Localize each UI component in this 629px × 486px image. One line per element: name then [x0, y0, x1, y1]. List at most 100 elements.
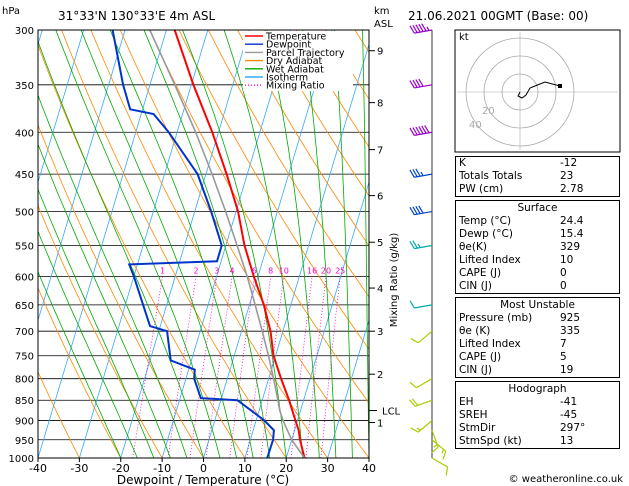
- wind-barb: [409, 378, 433, 389]
- wind-barb: [409, 125, 433, 136]
- datetime-label: 21.06.2021 00GMT (Base: 00): [408, 9, 588, 23]
- dry-adiabat--10: [38, 204, 163, 458]
- isotherm-10: [244, 42, 369, 458]
- wind-barb-flag: [412, 127, 418, 136]
- temperature-tick-label: -20: [112, 462, 130, 475]
- mixing-ratio-label: 8: [268, 266, 273, 275]
- wind-barbs: [409, 23, 449, 476]
- wind-barb: [409, 398, 433, 407]
- mixing-ratio-line-8: [246, 276, 272, 458]
- km-tick-label: 1: [377, 419, 383, 430]
- pressure-tick-label: 650: [15, 301, 34, 312]
- profile-lines: [111, 30, 306, 458]
- wind-barb-flag: [409, 300, 415, 309]
- most-unstable-row: Pressure (mb) 925: [459, 312, 581, 324]
- pressure-tick-label: 500: [15, 208, 34, 219]
- legend-label: Wet Adiabat: [266, 64, 324, 75]
- mixing-ratio-line-2: [167, 276, 197, 458]
- wet-adiabat-0: [38, 40, 204, 458]
- series-temperature: [173, 30, 306, 458]
- hpa-label: hPa: [2, 6, 20, 17]
- hodograph-unit: kt: [459, 32, 469, 43]
- wet-adiabat-lines: [38, 30, 369, 458]
- surface-row: CIN (J) 0: [459, 280, 567, 292]
- mixing-ratio-label: 20: [321, 266, 331, 275]
- mixing-ratio-label: 25: [335, 266, 345, 275]
- pressure-tick-label: 550: [15, 241, 34, 252]
- wind-barb-flag: [409, 80, 415, 89]
- isotherm-30: [327, 318, 369, 458]
- dry-adiabat-0: [38, 123, 204, 458]
- most-unstable-box: Most Unstable Pressure (mb) 925 θe (K) 335…: [455, 297, 620, 378]
- asl-label: ASL: [374, 19, 393, 30]
- pressure-tick-label: 400: [15, 128, 34, 139]
- temperature-tick-label: 10: [238, 462, 252, 475]
- wind-barb: [409, 205, 433, 216]
- isotherm--40: [38, 30, 167, 458]
- wind-barb-flag: [418, 23, 424, 32]
- wind-barb: [410, 420, 433, 433]
- mixing-ratio-line-6: [229, 276, 255, 458]
- wind-barb: [409, 78, 433, 89]
- mixing-ratio-axis-title: Mixing Ratio (g/kg): [389, 233, 400, 328]
- km-tick-label: 2: [377, 370, 383, 381]
- hodograph-trace: [517, 81, 561, 99]
- mixing-ratio-label: 1: [160, 266, 165, 275]
- mixing-ratio-line-1: [132, 276, 163, 458]
- wet-adiabat--8: [38, 143, 171, 458]
- pressure-tick-label: 700: [15, 327, 34, 338]
- pressure-tick-label: 750: [15, 352, 34, 363]
- index-row: Totals Totals 23: [459, 170, 574, 182]
- dry-adiabat-10: [38, 44, 246, 458]
- km-tick-label: 7: [377, 146, 383, 157]
- wind-barb-flag: [410, 338, 419, 344]
- hodograph-row: StmSpd (kt) 13: [459, 435, 574, 447]
- wind-barb: [409, 23, 433, 34]
- wet-adiabat-8: [80, 30, 237, 458]
- wind-barb-half: [417, 243, 421, 248]
- hodograph-table-box: Hodograph EH -41 SREH -45 StmDir 297° StmSp…: [455, 381, 620, 449]
- wind-barb-flag: [410, 427, 419, 433]
- dry-adiabat-90: [266, 30, 369, 197]
- hodograph-row: StmDir 297°: [459, 422, 586, 434]
- wet-adiabat-24: [223, 30, 304, 458]
- wind-barb-flag: [421, 23, 427, 32]
- dry-adiabat-20: [61, 30, 287, 458]
- pressure-tick-label: 600: [15, 272, 34, 283]
- legend-label: Parcel Trajectory: [266, 48, 345, 59]
- pressure-tick-label: 850: [15, 396, 34, 407]
- wind-barb-flag: [415, 79, 421, 88]
- height-axis: 1 2 3 4 5 6 7 8 9 LCL: [369, 47, 401, 430]
- wind-barb-staff: [417, 330, 433, 344]
- wind-barb: [431, 439, 447, 460]
- wind-barb-flag: [445, 466, 449, 476]
- surface-row: Temp (°C) 24.4: [459, 215, 584, 227]
- wind-barb-flag: [412, 206, 418, 215]
- wet-adiabat-32: [301, 30, 337, 458]
- wind-barb-flag: [418, 126, 424, 135]
- wind-barb: [431, 457, 449, 476]
- wind-barb-staff: [416, 378, 433, 389]
- wind-barb-staff: [431, 439, 447, 452]
- copyright: © weatheronline.co.uk: [509, 474, 624, 485]
- wind-barb-flag: [442, 451, 447, 460]
- km-tick-label: 6: [377, 192, 383, 203]
- indices-box: K -12 Totals Totals 23 PW (cm) 2.78: [455, 156, 620, 197]
- pressure-tick-label: 1000: [9, 454, 34, 465]
- dry-adiabat--20: [38, 287, 122, 458]
- wind-barb-flag: [415, 206, 421, 214]
- legend-label: Dewpoint: [266, 40, 311, 51]
- wind-barb-flag: [415, 126, 421, 135]
- mixing-ratio-line-4: [205, 276, 233, 458]
- mixing-ratio-label: 6: [252, 266, 257, 275]
- wind-barb-flag: [409, 25, 415, 34]
- wind-barb-staff: [414, 304, 433, 309]
- wind-barb-half: [426, 26, 430, 31]
- pressure-tick-label: 800: [15, 375, 34, 386]
- wet-adiabat-36: [334, 30, 353, 458]
- hodograph-frame: [454, 29, 621, 153]
- isotherm-0: [203, 30, 333, 458]
- surface-title: Surface: [517, 202, 558, 214]
- mixing-ratio-line-25: [320, 276, 341, 458]
